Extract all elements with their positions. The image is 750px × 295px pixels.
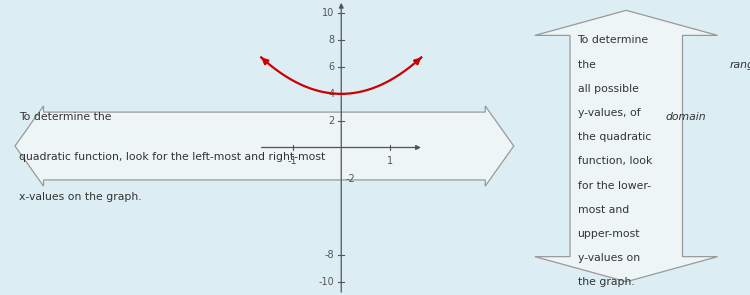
Polygon shape [15, 106, 514, 186]
Text: the quadratic: the quadratic [578, 132, 651, 142]
Text: 8: 8 [328, 35, 334, 45]
Text: 4: 4 [328, 89, 334, 99]
Text: for the lower-: for the lower- [578, 181, 650, 191]
Text: x-values on the graph.: x-values on the graph. [19, 192, 141, 202]
Text: -10: -10 [319, 277, 334, 286]
Text: -1: -1 [288, 155, 298, 165]
Text: To determine: To determine [578, 35, 649, 45]
Text: the: the [578, 60, 598, 70]
Text: -2: -2 [346, 174, 355, 184]
Text: 2: 2 [328, 116, 334, 126]
Text: quadratic function, look for the left-most and right-most: quadratic function, look for the left-mo… [19, 152, 325, 162]
Text: domain: domain [665, 112, 706, 122]
Text: the graph.: the graph. [578, 277, 634, 287]
Polygon shape [535, 10, 718, 282]
Text: y-values on: y-values on [578, 253, 640, 263]
Text: range: range [730, 60, 750, 70]
Text: -8: -8 [325, 250, 334, 260]
Text: most and: most and [578, 205, 628, 215]
Text: all possible: all possible [578, 84, 638, 94]
Text: 1: 1 [387, 155, 393, 165]
Text: 6: 6 [328, 62, 334, 72]
Text: 10: 10 [322, 9, 334, 18]
Text: function, look: function, look [578, 156, 652, 166]
Text: y-values, of: y-values, of [578, 108, 640, 118]
Text: To determine the: To determine the [19, 112, 115, 122]
Text: upper-most: upper-most [578, 229, 640, 239]
